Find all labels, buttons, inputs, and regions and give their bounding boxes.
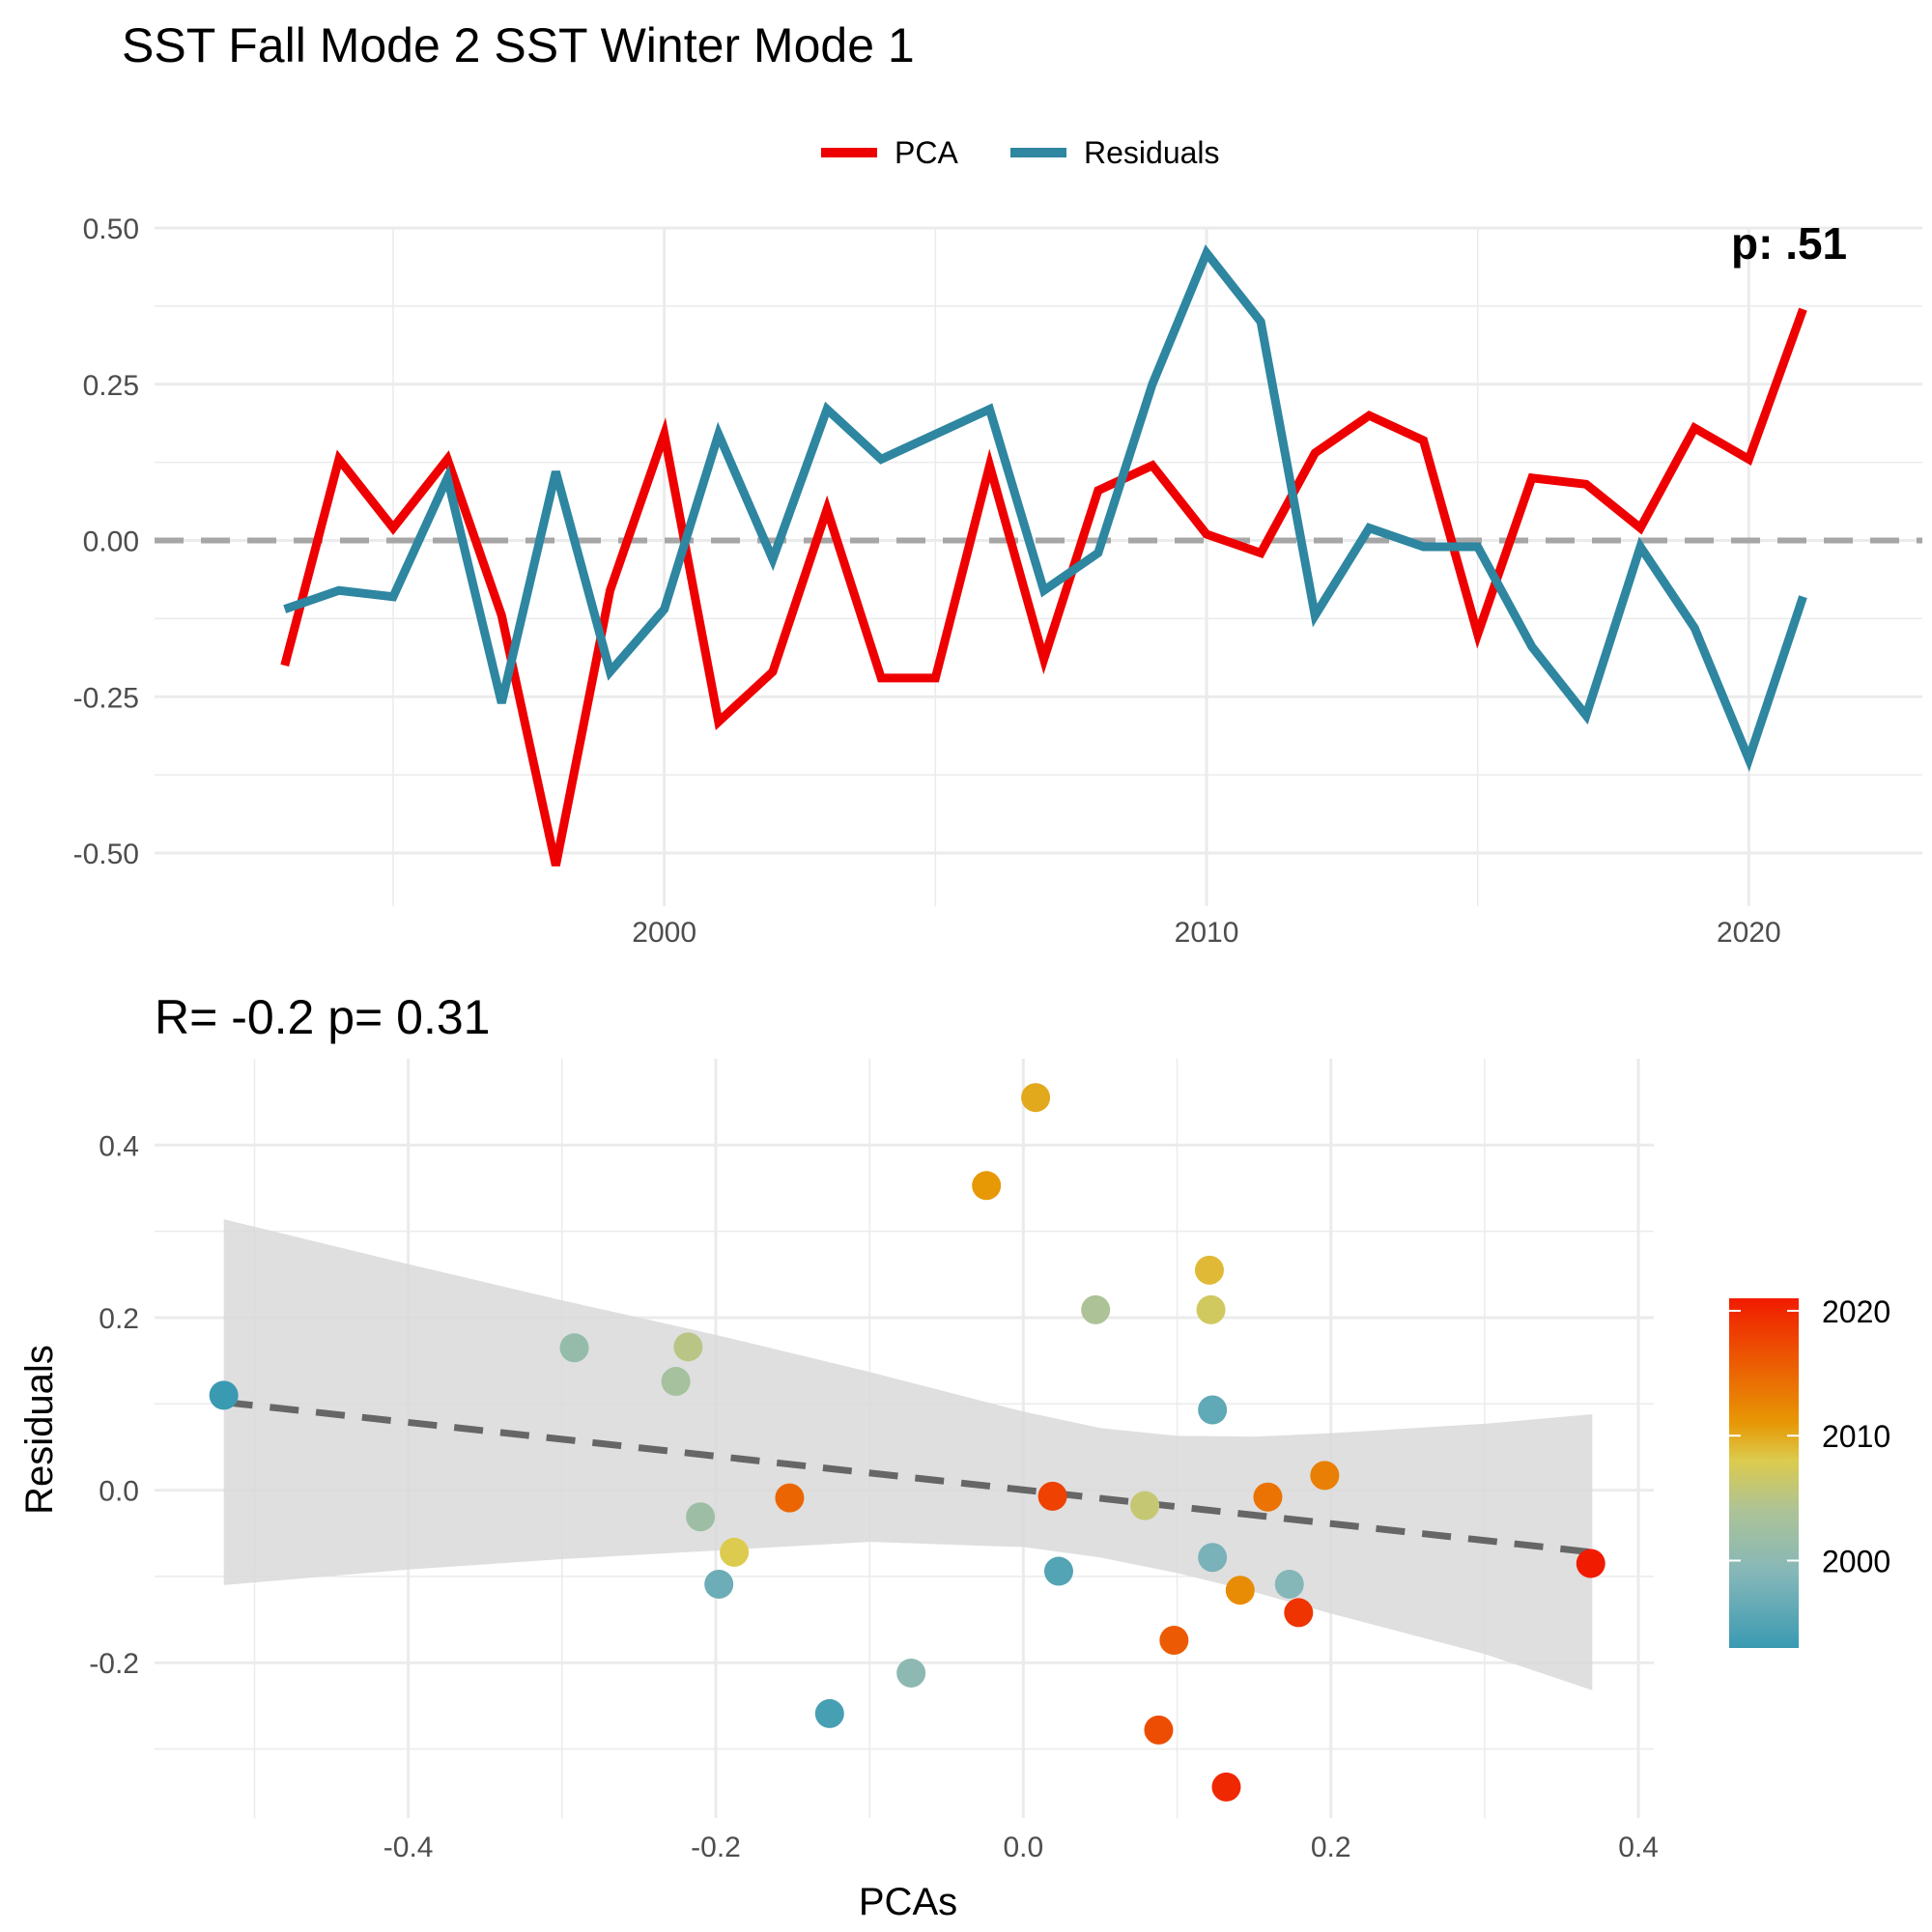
line-chart-x-ticks: 2000 2010 2020 bbox=[632, 917, 1780, 949]
scatter-point bbox=[1253, 1482, 1283, 1512]
scatter-point bbox=[1144, 1715, 1174, 1745]
scatter-point bbox=[209, 1380, 239, 1410]
y-tick-label: 0.2 bbox=[99, 1303, 139, 1335]
line-chart-series bbox=[155, 244, 1922, 867]
scatter-y-axis-title: Residuals bbox=[18, 1345, 61, 1515]
scatter-point bbox=[559, 1333, 589, 1363]
scatter-point bbox=[1021, 1083, 1051, 1113]
x-tick-label: 2000 bbox=[632, 917, 696, 949]
line-chart-legend: PCA Residuals bbox=[821, 135, 1220, 170]
scatter-point bbox=[1081, 1294, 1111, 1324]
colorbar-tick-label: 2020 bbox=[1822, 1294, 1890, 1329]
scatter-y-ticks: -0.2 0.0 0.2 0.4 bbox=[89, 1130, 139, 1680]
y-tick-label: -0.2 bbox=[89, 1648, 139, 1680]
scatter-point bbox=[1198, 1395, 1228, 1425]
year-colorbar: 2000 2010 2020 bbox=[1729, 1294, 1890, 1648]
scatter-point bbox=[1196, 1294, 1226, 1324]
confidence-band bbox=[223, 1219, 1593, 1690]
line-chart-panel: PCA Residuals -0.50 -0.25 0.00 0.25 0.50 2000… bbox=[73, 135, 1922, 949]
x-tick-label: 2020 bbox=[1717, 917, 1781, 949]
p-value-corner-label: p: .51 bbox=[1731, 218, 1847, 269]
legend-label: Residuals bbox=[1084, 135, 1220, 170]
x-tick-label: 0.2 bbox=[1311, 1832, 1351, 1863]
scatter-x-ticks: -0.4 -0.2 0.0 0.2 0.4 bbox=[384, 1832, 1659, 1863]
scatter-point bbox=[686, 1502, 716, 1532]
scatter-point bbox=[1043, 1556, 1073, 1586]
colorbar-tick-label: 2010 bbox=[1822, 1419, 1890, 1454]
scatter-point bbox=[673, 1332, 703, 1362]
y-tick-label: 0.0 bbox=[99, 1476, 139, 1508]
colorbar-tick-label: 2000 bbox=[1822, 1545, 1890, 1579]
x-tick-label: -0.4 bbox=[384, 1832, 434, 1863]
scatter-chart-panel: R= -0.2 p= 0.31 -0.2 0.0 0.2 0.4 -0.4 -0.2 0.… bbox=[18, 990, 1890, 1923]
series-line-pca bbox=[280, 307, 1807, 867]
scatter-point bbox=[1284, 1598, 1314, 1628]
scatter-point bbox=[1198, 1543, 1228, 1573]
scatter-point bbox=[1274, 1569, 1304, 1599]
scatter-point bbox=[896, 1658, 926, 1688]
scatter-point bbox=[1310, 1461, 1340, 1491]
x-tick-label: 0.0 bbox=[1004, 1832, 1044, 1863]
scatter-title: R= -0.2 p= 0.31 bbox=[155, 990, 490, 1044]
colorbar-gradient bbox=[1729, 1298, 1799, 1648]
line-chart-y-ticks: -0.50 -0.25 0.00 0.25 0.50 bbox=[73, 213, 139, 870]
scatter-point bbox=[1225, 1576, 1255, 1605]
y-tick-label: -0.50 bbox=[73, 838, 139, 870]
scatter-point bbox=[1576, 1548, 1605, 1578]
scatter-point bbox=[1037, 1481, 1067, 1511]
scatter-point bbox=[1211, 1772, 1241, 1802]
scatter-point bbox=[1130, 1491, 1160, 1520]
x-tick-label: 2010 bbox=[1175, 917, 1239, 949]
scatter-point bbox=[972, 1171, 1002, 1201]
y-tick-label: 0.4 bbox=[99, 1130, 139, 1162]
y-tick-label: -0.25 bbox=[73, 682, 139, 714]
series-line-residuals bbox=[283, 244, 1807, 772]
scatter-point bbox=[775, 1483, 805, 1513]
x-tick-label: 0.4 bbox=[1618, 1832, 1659, 1863]
y-tick-label: 0.00 bbox=[83, 526, 139, 558]
scatter-point bbox=[1194, 1255, 1224, 1285]
scatter-point bbox=[1159, 1626, 1189, 1656]
scatter-point bbox=[814, 1698, 844, 1728]
scatter-x-axis-title: PCAs bbox=[859, 1881, 957, 1923]
figure-title: SST Fall Mode 2 SST Winter Mode 1 bbox=[122, 18, 915, 72]
scatter-point bbox=[720, 1537, 750, 1567]
scatter-points bbox=[209, 1083, 1605, 1802]
x-tick-label: -0.2 bbox=[691, 1832, 741, 1863]
y-tick-label: 0.50 bbox=[83, 213, 139, 245]
legend-label: PCA bbox=[895, 135, 958, 170]
scatter-point bbox=[704, 1569, 734, 1599]
scatter-point bbox=[661, 1367, 691, 1397]
confidence-ribbon bbox=[223, 1219, 1593, 1690]
y-tick-label: 0.25 bbox=[83, 370, 139, 402]
